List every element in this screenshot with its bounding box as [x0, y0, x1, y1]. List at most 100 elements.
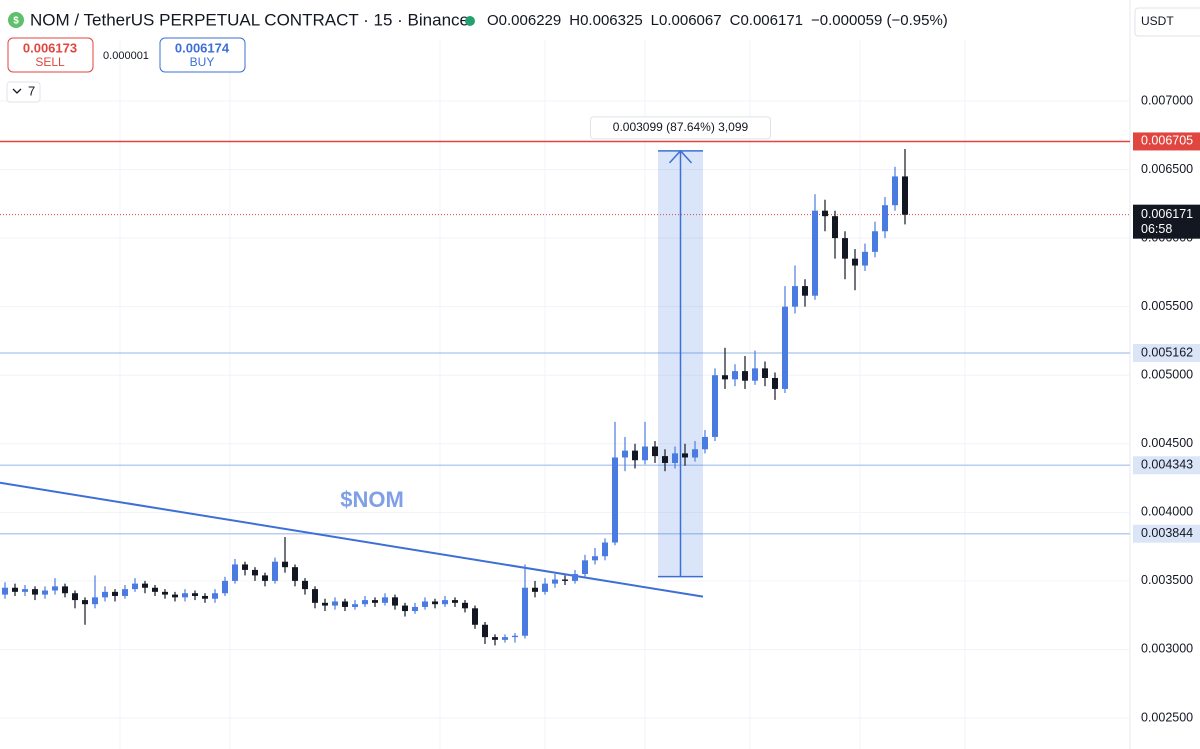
- candle-body: [12, 587, 18, 592]
- candle-body: [262, 575, 268, 581]
- buy-price: 0.006174: [175, 40, 230, 55]
- candle-body: [372, 600, 378, 603]
- candle-body: [332, 601, 338, 606]
- measure-label: 0.003099 (87.64%) 3,099: [613, 120, 749, 134]
- candle-body: [92, 597, 98, 605]
- candle-body: [132, 583, 138, 590]
- candle-body: [662, 456, 668, 463]
- level-label-bg: [1133, 132, 1200, 151]
- candle-body: [442, 600, 448, 605]
- candle-body: [582, 560, 588, 575]
- y-tick-label: 0.007000: [1141, 93, 1193, 107]
- candle-body: [612, 457, 618, 543]
- buy-label: BUY: [190, 55, 215, 69]
- candle-body: [672, 453, 678, 463]
- candle-body: [762, 368, 768, 378]
- candle-body: [892, 176, 898, 206]
- ohlc-key: H: [569, 12, 580, 29]
- icon-glyph: $: [13, 16, 19, 27]
- annotation: $NOM: [340, 487, 404, 512]
- candle-body: [742, 371, 748, 381]
- ohlc-key: L: [651, 12, 659, 29]
- candle-body: [902, 176, 908, 215]
- candle-body: [112, 591, 118, 596]
- status-dot: [465, 16, 475, 26]
- candle-body: [452, 600, 458, 603]
- candle-body: [572, 574, 578, 581]
- candle-body: [382, 597, 388, 603]
- last-price-bg: [1133, 204, 1200, 239]
- candle-body: [472, 608, 478, 625]
- y-tick-label: 0.003000: [1141, 642, 1193, 656]
- candle-body: [562, 579, 568, 581]
- level-label: 0.003844: [1141, 526, 1193, 540]
- y-tick-label: 0.003500: [1141, 573, 1193, 587]
- y-tick-label: 0.002500: [1141, 710, 1193, 724]
- candle-body: [602, 542, 608, 557]
- candle-body: [272, 561, 278, 581]
- candle-body: [712, 375, 718, 437]
- candle-body: [492, 637, 498, 640]
- chevron: [12, 88, 22, 94]
- candle-body: [632, 450, 638, 461]
- candle-body: [162, 591, 168, 595]
- change: −0.000059 (−0.95%): [811, 12, 948, 29]
- measure: 0.003099 (87.64%) 3,099 $NOM: [0, 116, 771, 598]
- candle-body: [462, 602, 468, 609]
- candle-body: [142, 583, 148, 588]
- candle-body: [42, 590, 48, 595]
- candle-body: [2, 587, 8, 595]
- candle-body: [212, 593, 218, 599]
- ohlc-value: 0.006067: [659, 12, 722, 29]
- trendline: [0, 481, 704, 598]
- candle-body: [202, 595, 208, 599]
- measure-arrowhead: [668, 149, 693, 164]
- candle-body: [72, 593, 78, 601]
- countdown: 06:58: [1141, 222, 1172, 236]
- ohlc-value: 0.006325: [580, 12, 643, 29]
- measure-label-bg: [590, 116, 771, 140]
- candle-body: [242, 564, 248, 570]
- candle-body: [232, 564, 238, 581]
- candle-body: [172, 594, 178, 598]
- candle-body: [772, 377, 778, 389]
- candle-body: [882, 205, 888, 232]
- candle-body: [422, 601, 428, 607]
- grid: [0, 40, 1130, 749]
- indicators-toggle[interactable]: [6, 81, 41, 103]
- candle-body: [282, 561, 288, 568]
- candle-body: [52, 586, 58, 591]
- candle-body: [192, 593, 198, 596]
- candle-body: [752, 368, 758, 381]
- spread: 0.000001: [103, 50, 149, 62]
- level-label-bg: [1133, 456, 1200, 475]
- candle-body: [652, 446, 658, 457]
- price-axis: 0.002500 0.003000 0.003500 0.004000 0.004500…: [1133, 93, 1200, 724]
- y-tick-label: 0.005500: [1141, 299, 1193, 313]
- candle-body: [542, 583, 548, 592]
- candle-body: [412, 606, 418, 612]
- candle-body: [822, 210, 828, 217]
- candle-body: [62, 586, 68, 594]
- candle-body: [222, 580, 228, 594]
- candle-body: [402, 605, 408, 612]
- candle-body: [862, 251, 868, 266]
- y-tick-label: 0.004000: [1141, 505, 1193, 519]
- currency-button[interactable]: [1134, 7, 1200, 37]
- level-label: 0.005162: [1141, 345, 1193, 359]
- candle-body: [352, 604, 358, 607]
- candle-body: [82, 600, 88, 605]
- buy-button[interactable]: [159, 37, 246, 73]
- candle-body: [702, 436, 708, 450]
- candle-body: [342, 601, 348, 607]
- y-tick-label: 0.005000: [1141, 368, 1193, 382]
- candle-body: [482, 624, 488, 638]
- candle-body: [102, 591, 108, 598]
- sell-button[interactable]: [7, 37, 94, 73]
- candle-body: [832, 216, 838, 239]
- candle-body: [122, 589, 128, 596]
- symbol-icon: [8, 12, 24, 28]
- candle-body: [392, 597, 398, 606]
- candle-body: [592, 556, 598, 561]
